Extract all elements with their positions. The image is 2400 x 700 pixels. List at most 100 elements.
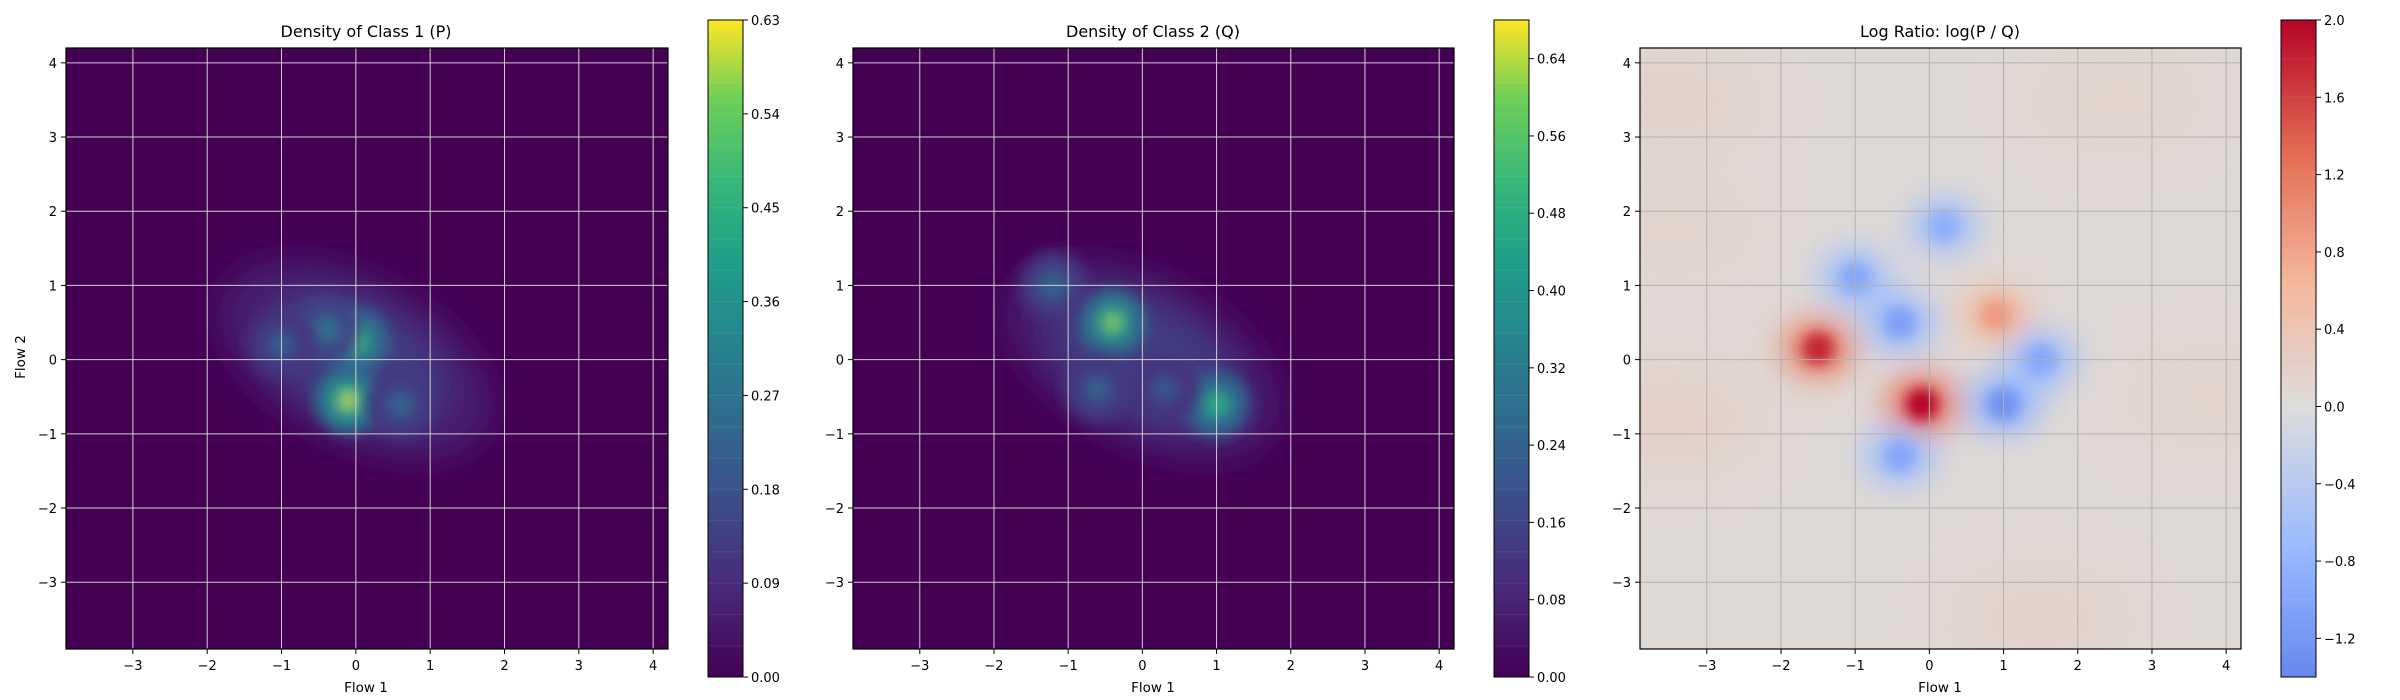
density-peak-core (1092, 384, 1104, 395)
x-tick-label: −3 (1697, 659, 1716, 674)
colorbar-frame (707, 19, 744, 678)
y-tick-label: 4 (1623, 57, 1631, 72)
y-tick-label: −3 (38, 576, 57, 591)
x-tick-label: 3 (1361, 659, 1369, 674)
colorbar: 0.00 0.09 0.18 0.27 0.36 0.45 0.54 0.63 (707, 14, 780, 686)
y-axis-label: Flow 2 (13, 335, 29, 379)
x-tick-label: −2 (1771, 659, 1790, 674)
colorbar-tick-label: 0.16 (1537, 516, 1566, 531)
x-tick-label: −3 (123, 659, 142, 674)
y-tick-label: 2 (1623, 205, 1631, 220)
x-tick-label: 3 (2148, 659, 2156, 674)
x-tick-label: −1 (1059, 659, 1078, 674)
density-peak (1064, 355, 1132, 423)
y-tick-label: 3 (1623, 131, 1631, 146)
y-tick-label: −2 (825, 502, 844, 517)
density-class2-panel: Density of Class 2 (Q) Flow 1 −3 −2 −1 0 1 2 3… (825, 19, 1566, 696)
colorbar: 0.00 0.08 0.16 0.24 0.32 0.40 0.48 0.56 0.64 (1493, 19, 1566, 686)
log-ratio-panel: Log Ratio: log(P / Q) Flow 1 −3 −2 −1 0 1 2 3 4… (1612, 14, 2356, 696)
y-tick-label: −1 (38, 428, 57, 443)
x-tick-label: 2 (2074, 659, 2082, 674)
plot-frame (1639, 47, 2242, 650)
y-tick-label: 2 (836, 205, 844, 220)
grid (1640, 48, 2241, 649)
x-axis-label: Flow 1 (1131, 680, 1175, 696)
chart-title: Density of Class 2 (Q) (1066, 22, 1240, 41)
ratio-ray (1640, 55, 1759, 145)
y-tick-label: 0 (1623, 354, 1631, 369)
colorbar-tick-label: 0.8 (2324, 246, 2345, 261)
colorbar-tick-label: 0.40 (1537, 285, 1566, 300)
y-tick-label: 4 (836, 57, 844, 72)
x-axis: −3 −2 −1 0 1 2 3 4 (910, 649, 1443, 674)
ratio-ray (1640, 181, 1759, 271)
ratio-peak (1883, 439, 1917, 473)
colorbar-tick-label: −1.2 (2324, 632, 2356, 647)
colorbar-tick-label: 0.08 (1537, 594, 1566, 609)
y-tick-label: 4 (49, 57, 57, 72)
y-tick-label: 2 (49, 205, 57, 220)
colorbar-tick-label: 0.32 (1537, 362, 1566, 377)
colorbar-tick-label: 0.0 (2324, 400, 2345, 415)
x-tick-label: 0 (1925, 659, 1933, 674)
ratio-peak (1979, 298, 2013, 332)
x-tick-label: −2 (198, 659, 217, 674)
colorbar-tick-label: 0.48 (1537, 207, 1566, 222)
y-axis: −3 −2 −1 0 1 2 3 4 (825, 57, 853, 591)
x-tick-label: 4 (2222, 659, 2230, 674)
y-tick-label: 1 (836, 279, 844, 294)
x-axis-label: Flow 1 (1918, 680, 1962, 696)
y-tick-label: −1 (825, 428, 844, 443)
x-tick-label: 1 (1999, 659, 2007, 674)
x-tick-label: 1 (426, 659, 434, 674)
ratio-ray (1640, 374, 1759, 464)
density-peak-core (1107, 317, 1118, 328)
colorbar-tick-label: 0.56 (1537, 130, 1566, 145)
colorbar-tick-label: 2.0 (2324, 14, 2345, 29)
y-tick-label: 0 (49, 354, 57, 369)
y-tick-label: −1 (1612, 428, 1631, 443)
colorbar-tick-label: 0.27 (751, 389, 780, 404)
y-tick-label: −2 (1612, 502, 1631, 517)
density-peak (1131, 355, 1199, 423)
x-tick-label: −2 (984, 659, 1003, 674)
colorbar-fill (2281, 20, 2316, 677)
ratio-peak (1927, 209, 1961, 243)
colorbar-tick-label: 0.24 (1537, 439, 1566, 454)
x-tick-label: 4 (1435, 659, 1443, 674)
chart-title: Log Ratio: log(P / Q) (1860, 22, 2020, 41)
density-peak (1079, 289, 1147, 356)
density-peak-core (395, 398, 406, 410)
x-axis: −3 −2 −1 0 1 2 3 4 (1697, 649, 2230, 674)
colorbar-tick-label: 0.00 (1537, 671, 1566, 686)
x-axis: −3 −2 −1 0 1 2 3 4 (123, 649, 657, 674)
chart-title: Density of Class 1 (P) (281, 22, 452, 41)
grid (853, 48, 1454, 649)
grid (66, 48, 668, 649)
x-tick-label: 2 (500, 659, 508, 674)
ratio-ray (2025, 55, 2204, 145)
x-tick-label: 3 (575, 659, 583, 674)
colorbar-tick-label: 1.6 (2324, 91, 2345, 106)
colorbar-tick-label: 0.00 (751, 671, 780, 686)
y-tick-label: −3 (825, 576, 844, 591)
colorbar: −1.2 −0.8 −0.4 0.0 0.4 0.8 1.2 1.6 2.0 (2280, 14, 2356, 678)
colorbar-frame (1493, 19, 1530, 678)
ratio-rays (1640, 55, 2241, 649)
plot-frame (852, 47, 1455, 650)
y-tick-label: 0 (836, 354, 844, 369)
y-tick-label: 1 (49, 279, 57, 294)
colorbar-fill (708, 20, 743, 677)
x-tick-label: −3 (910, 659, 929, 674)
density-peak (367, 370, 434, 438)
colorbar-tick-label: 0.09 (751, 577, 780, 592)
y-tick-label: −3 (1612, 576, 1631, 591)
x-tick-label: 0 (352, 659, 360, 674)
ratio-peak (1905, 387, 1939, 421)
ratio-peak (1883, 306, 1917, 339)
x-tick-label: −1 (1846, 659, 1865, 674)
ratio-peak (1801, 332, 1835, 365)
colorbar-fill (1494, 20, 1529, 677)
plot-background (1640, 48, 2241, 649)
